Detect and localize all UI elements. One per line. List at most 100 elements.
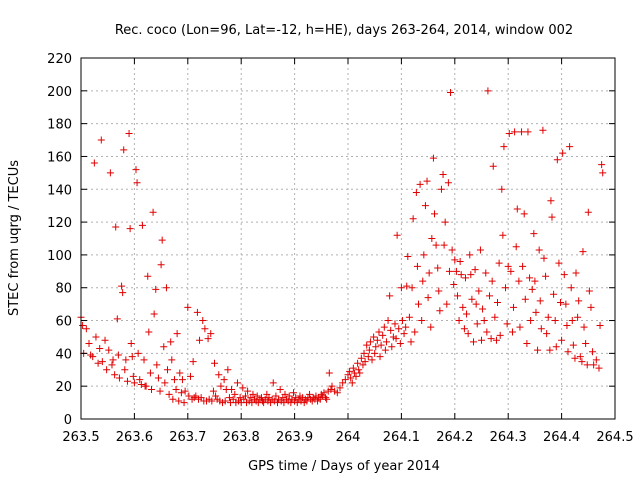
data-point-marker	[381, 346, 389, 354]
data-point-marker	[596, 321, 604, 329]
data-point-marker	[354, 359, 362, 367]
data-point-marker	[181, 387, 189, 395]
data-point-marker	[489, 162, 497, 170]
data-point-marker	[169, 395, 177, 403]
data-point-marker	[176, 369, 184, 377]
data-point-marker	[123, 377, 131, 385]
data-point-marker	[456, 257, 464, 265]
data-point-marker	[115, 374, 123, 382]
data-point-marker	[152, 285, 160, 293]
data-point-marker	[82, 325, 90, 333]
data-point-marker	[511, 128, 519, 136]
data-point-marker	[336, 384, 344, 392]
data-point-marker	[574, 313, 582, 321]
data-point-marker	[510, 303, 518, 311]
data-point-marker	[550, 290, 558, 298]
data-point-marker	[349, 364, 357, 372]
data-point-marker	[184, 303, 192, 311]
data-point-marker	[412, 189, 420, 197]
data-point-marker	[105, 346, 113, 354]
data-point-marker	[520, 210, 528, 218]
data-point-marker	[180, 399, 188, 407]
data-point-marker	[494, 298, 502, 306]
data-point-marker	[398, 317, 406, 325]
data-point-marker	[129, 372, 137, 380]
data-point-marker	[479, 305, 487, 313]
y-tick-label: 140	[47, 183, 72, 198]
y-tick-label: 0	[64, 413, 72, 428]
data-point-marker	[231, 390, 239, 398]
data-point-marker	[224, 366, 232, 374]
data-point-marker	[460, 325, 468, 333]
data-point-marker	[579, 248, 587, 256]
data-point-marker	[212, 392, 220, 400]
data-point-marker	[448, 246, 456, 254]
data-point-marker	[233, 379, 241, 387]
data-point-marker	[571, 354, 579, 362]
data-point-marker	[128, 353, 136, 361]
data-point-marker	[472, 300, 480, 308]
data-point-marker	[397, 284, 405, 292]
data-point-marker	[211, 359, 218, 367]
data-point-marker	[89, 353, 97, 361]
data-point-marker	[352, 372, 360, 380]
data-point-marker	[249, 390, 257, 398]
data-point-marker	[260, 399, 268, 407]
x-axis-label: GPS time / Days of year 2014	[248, 459, 440, 474]
data-point-marker	[146, 369, 154, 377]
data-point-marker	[323, 395, 331, 403]
data-point-marker	[500, 143, 508, 151]
data-point-marker	[505, 129, 513, 137]
data-point-marker	[513, 205, 521, 213]
data-point-marker	[395, 325, 403, 333]
data-point-marker	[424, 294, 432, 302]
data-point-marker	[445, 267, 453, 275]
data-point-marker	[168, 356, 176, 364]
data-point-marker	[409, 215, 417, 223]
data-point-marker	[562, 300, 570, 308]
data-point-marker	[585, 287, 593, 295]
data-point-marker	[228, 385, 236, 393]
data-point-marker	[402, 323, 410, 331]
data-point-marker	[97, 136, 105, 144]
data-point-marker	[421, 202, 429, 210]
data-point-marker	[518, 128, 526, 136]
data-point-marker	[496, 331, 504, 339]
data-point-marker	[527, 317, 535, 325]
data-point-marker	[592, 356, 600, 364]
data-point-marker	[90, 159, 98, 167]
data-point-marker	[491, 313, 499, 321]
data-point-marker	[156, 387, 164, 395]
data-point-marker	[138, 221, 146, 229]
data-point-marker	[414, 300, 422, 308]
data-point-marker	[478, 336, 485, 344]
data-point-marker	[537, 325, 545, 333]
data-point-marker	[484, 87, 492, 95]
data-point-marker	[217, 382, 225, 390]
data-point-marker	[476, 246, 484, 254]
data-point-marker	[376, 353, 384, 361]
data-point-marker	[265, 394, 273, 402]
data-point-marker	[508, 328, 516, 336]
data-point-marker	[552, 343, 560, 351]
data-point-marker	[145, 328, 153, 336]
data-point-marker	[468, 295, 476, 303]
data-point-marker	[473, 320, 481, 328]
data-point-marker	[306, 390, 314, 398]
chart-title: Rec. coco (Lon=96, Lat=-12, h=HE), days …	[115, 23, 573, 38]
data-point-marker	[164, 366, 172, 374]
data-point-marker	[524, 128, 532, 136]
data-point-marker	[429, 154, 437, 162]
data-point-marker	[196, 336, 204, 344]
data-point-marker	[534, 346, 542, 354]
data-point-marker	[134, 349, 142, 357]
y-tick-label: 100	[47, 249, 72, 264]
data-point-marker	[443, 300, 451, 308]
data-point-marker	[521, 295, 529, 303]
data-point-marker	[515, 277, 523, 285]
data-point-marker	[201, 325, 209, 333]
data-point-marker	[393, 231, 401, 239]
data-point-marker	[120, 146, 128, 154]
data-point-marker	[372, 343, 380, 351]
